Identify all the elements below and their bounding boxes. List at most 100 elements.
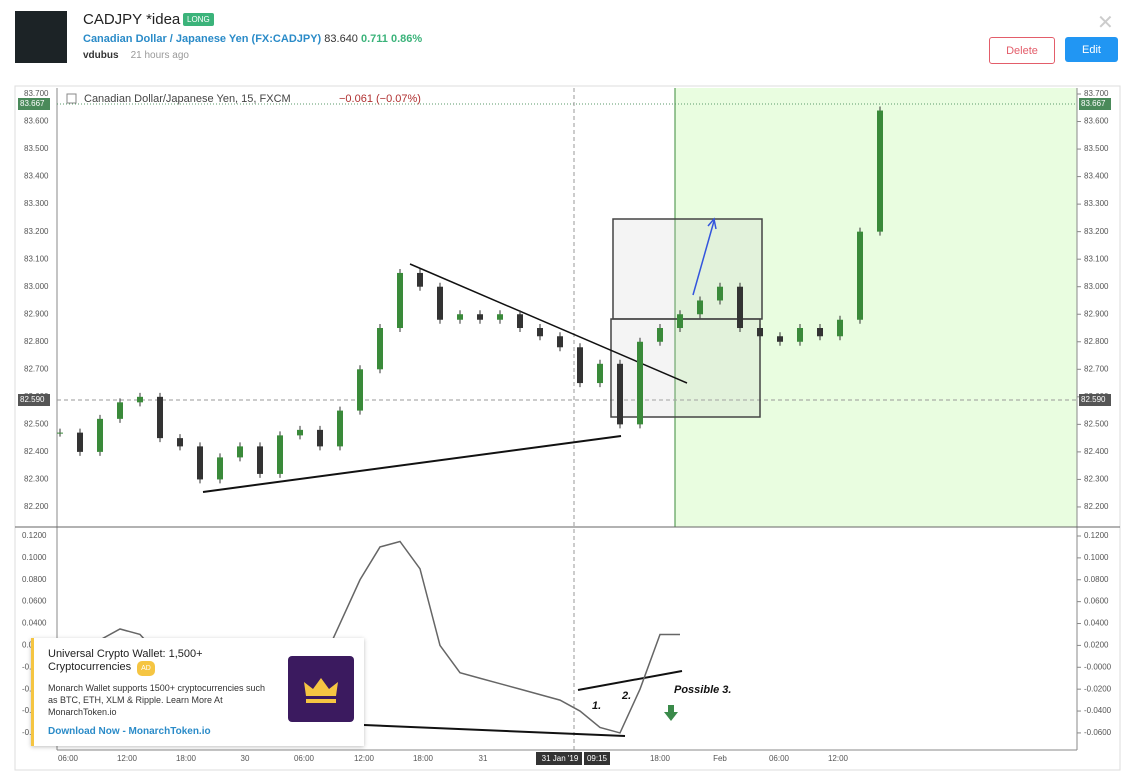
x-tick-label: 30 [241,754,250,763]
x-tick-label: Feb [713,754,727,763]
candle [417,272,423,287]
y-tick-label: 83.300 [1084,199,1109,208]
y-tick-label: 0.0400 [22,619,47,628]
y-tick-label: 0.0600 [22,597,47,606]
candle [777,336,783,342]
candle [317,429,323,447]
ad-icon [288,656,354,722]
y-tick-label: 83.400 [24,172,49,181]
author[interactable]: vdubus [83,50,119,61]
candle [497,314,503,320]
instrument[interactable]: Canadian Dollar / Japanese Yen [83,33,249,45]
y-tick-label: 0.1200 [1084,531,1109,540]
candle [617,363,623,425]
candle [277,435,283,474]
y-tick-label: 0.1000 [1084,553,1109,562]
change-pct: 0.86% [390,33,423,45]
candle [137,396,143,403]
candle [77,432,83,452]
y-tick-label: 82.900 [24,309,49,318]
annotation: 2. [621,690,631,702]
y-tick-label: -0.0200 [1084,684,1112,693]
time-badge [536,752,582,765]
edit-button[interactable]: Edit [1065,37,1118,62]
price-badge [1079,394,1111,406]
symbol-line: Canadian Dollar / Japanese Yen (FX:CADJP… [83,33,422,45]
symbol[interactable]: (FX:CADJPY) [251,33,322,45]
price-badge-label: 82.590 [20,395,45,404]
time: 21 hours ago [130,50,189,61]
y-tick-label: 82.200 [1084,502,1109,511]
x-tick-label: 12:00 [117,754,138,763]
time-badge [584,752,610,765]
close[interactable]: ✕ [1097,12,1114,34]
candle [197,446,203,480]
idea-title: CADJPY *idea [83,11,181,28]
y-tick-label: 82.900 [1084,309,1109,318]
y-tick-label: 83.600 [1084,117,1109,126]
price: 83.640 [324,33,358,45]
y-tick-label: 82.200 [24,502,49,511]
price-badge [18,98,50,110]
y-tick-label: 82.300 [1084,475,1109,484]
y-tick-label: 83.700 [1084,89,1109,98]
candle [677,314,683,329]
y-tick-label: 82.800 [1084,337,1109,346]
y-tick-label: 83.600 [24,117,49,126]
trend-line [577,670,683,691]
change: 0.711 [361,33,388,45]
y-tick-label: 82.700 [24,364,49,373]
ad-link[interactable]: Download Now - MonarchToken.io [48,726,211,737]
candle [717,286,723,301]
header: CADJPY *idea LONG Canadian Dollar / Japa… [0,0,1129,80]
trend-line [339,723,626,737]
x-tick-label: 06:00 [769,754,790,763]
y-tick-label: -0.0400 [1084,706,1112,715]
y-tick-label: 83.500 [24,144,49,153]
candle [437,286,443,320]
candle [117,402,123,419]
y-tick-label: 83.500 [1084,144,1109,153]
y-tick-label: 82.500 [24,419,49,428]
candle [637,341,643,425]
candle [97,418,103,452]
price-badge [1079,98,1111,110]
x-tick-label: 06:00 [58,754,79,763]
candle [877,110,883,232]
box [610,318,761,418]
badge: LONG [183,13,214,26]
candle [517,314,523,329]
y-tick-label: 82.400 [24,447,49,456]
x-tick-label: 18:00 [650,754,671,763]
x-tick-label: 18:00 [413,754,434,763]
y-tick-label: 82.300 [24,475,49,484]
price-badge [18,394,50,406]
arrow [692,220,715,296]
avatar[interactable] [15,11,67,63]
expand-icon[interactable] [66,93,77,104]
y-tick-label: 83.700 [24,89,49,98]
candle [757,328,763,337]
y-tick-label: 83.400 [1084,172,1109,181]
y-tick-label: 0.0200 [1084,641,1109,650]
candle [657,328,663,342]
y-tick-label: 0.0600 [1084,597,1109,606]
ad-card[interactable]: Universal Crypto Wallet: 1,500+ Cryptocu… [31,638,364,746]
candle [57,432,63,434]
y-tick-label: 82.400 [1084,447,1109,456]
y-tick-label: 83.200 [1084,227,1109,236]
ad-body: Monarch Wallet supports 1500+ cryptocurr… [48,683,266,717]
ad-title-text: Universal Crypto Wallet: 1,500+ Cryptocu… [48,648,203,673]
candle [217,457,223,480]
x-tick-label: 31 Jan '19 [542,754,579,763]
candle [357,369,363,411]
candle [577,347,583,384]
candle [457,314,463,320]
annotation: 1. [592,700,601,712]
price-badge-label: 82.590 [1081,395,1106,404]
candle [697,300,703,315]
delete-button[interactable]: Delete [989,37,1055,64]
annotation: Possible 3. [674,684,731,696]
x-tick-label: 12:00 [354,754,375,763]
ad-badge: AD [137,661,155,676]
